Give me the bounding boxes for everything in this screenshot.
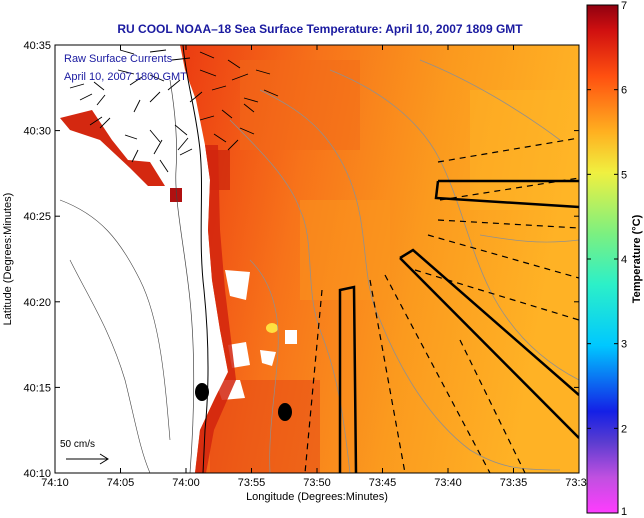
colorbar xyxy=(586,4,619,514)
x-tick-label: 74:10 xyxy=(41,477,69,489)
y-tick-label: 40:30 xyxy=(23,126,51,138)
legend-line-1: Raw Surface Currents xyxy=(64,53,173,65)
x-tick-label: 74:05 xyxy=(107,477,135,489)
y-tick-label: 40:10 xyxy=(23,468,51,480)
y-tick-marks xyxy=(55,44,579,474)
bathymetry-contour xyxy=(229,119,351,473)
colorbar-tick-label: 2 xyxy=(621,423,627,435)
y-tick-label: 40:15 xyxy=(23,382,51,394)
land-mass xyxy=(55,45,228,473)
x-tick-label: 73:55 xyxy=(238,477,266,489)
x-tick-label: 73:3 xyxy=(565,477,586,489)
map-title: RU COOL NOAA–18 Sea Surface Temperature:… xyxy=(117,22,523,36)
station-marker xyxy=(195,383,209,401)
x-tick-label: 73:45 xyxy=(369,477,397,489)
surface-current-vectors xyxy=(69,49,279,173)
missing-data-patch xyxy=(90,95,175,185)
x-tick-label: 73:35 xyxy=(500,477,528,489)
colorbar-label: Temperature (°C) xyxy=(631,214,643,303)
colorbar-tick-label: 5 xyxy=(621,169,627,181)
colorbar-tick-label: 7 xyxy=(621,0,627,12)
station-marker xyxy=(278,403,292,421)
sampling-lines xyxy=(304,137,579,473)
legend-line-2: April 10, 2007 1800 GMT xyxy=(64,71,187,83)
y-axis-label: Latitude (Degrees:Minutes) xyxy=(2,193,14,326)
x-tick-marks xyxy=(54,45,580,473)
y-tick-label: 40:20 xyxy=(23,297,51,309)
y-tick-label: 40:25 xyxy=(23,211,51,223)
colorbar-tick-label: 3 xyxy=(621,339,627,351)
plot-area: Raw Surface Currents April 10, 2007 1800… xyxy=(55,45,579,473)
y-tick-label: 40:35 xyxy=(23,40,51,52)
scale-label: 50 cm/s xyxy=(60,439,95,450)
x-tick-label: 74:00 xyxy=(172,477,200,489)
colorbar-tick-label: 4 xyxy=(621,254,627,266)
colorbar-tick-label: 6 xyxy=(621,85,627,97)
scale-arrow-icon xyxy=(66,453,109,465)
colorbar-tick-marks xyxy=(587,4,618,514)
x-tick-label: 73:40 xyxy=(434,477,462,489)
colorbar-tick-label: 1 xyxy=(621,506,627,518)
x-tick-label: 73:50 xyxy=(303,477,331,489)
x-axis-label: Longitude (Degrees:Minutes) xyxy=(246,491,388,503)
